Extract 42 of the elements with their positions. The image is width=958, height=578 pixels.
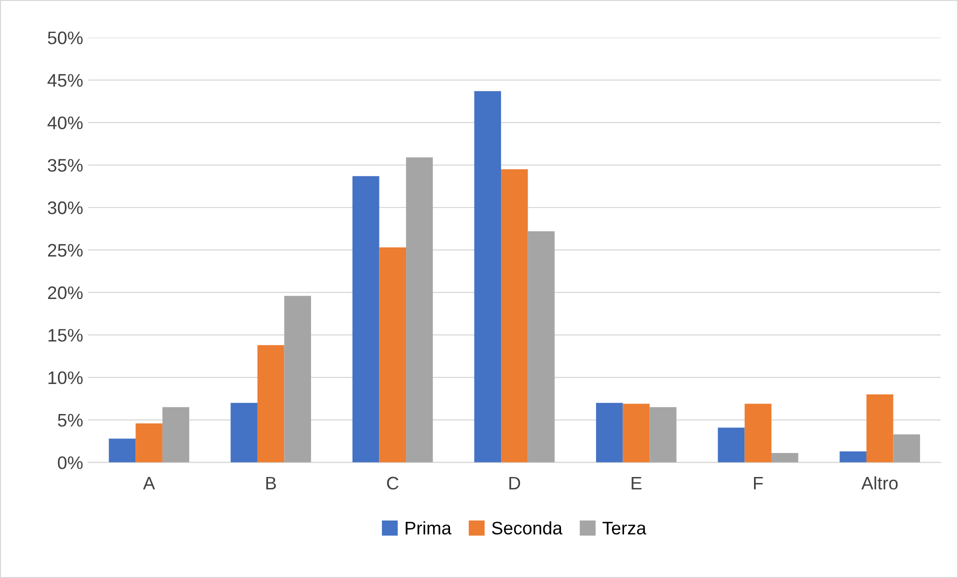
y-tick-label: 30% [48, 201, 83, 214]
x-tick-label: D [509, 476, 520, 490]
x-tick-label: B [266, 476, 276, 490]
bar [257, 345, 284, 462]
bar [650, 407, 676, 462]
x-tick-label: A [143, 476, 156, 490]
legend-label: Seconda [492, 521, 562, 534]
bar [406, 157, 433, 462]
x-tick-label: E [632, 476, 642, 490]
bar [230, 402, 258, 462]
bar [718, 428, 745, 462]
y-tick-label: 20% [48, 286, 83, 300]
bar [866, 394, 894, 462]
bar [284, 296, 312, 462]
y-tick-label: 35% [48, 158, 83, 172]
x-tick-label: C [387, 476, 398, 490]
x-tick-label: F [754, 476, 763, 490]
bar [893, 434, 920, 462]
y-tick-label: 40% [48, 116, 83, 130]
legend-label: Prima [406, 521, 452, 534]
bar [528, 231, 555, 462]
y-tick-label: 50% [48, 32, 83, 44]
bar [622, 404, 650, 462]
bar [379, 247, 406, 462]
y-tick-label: 15% [48, 328, 83, 342]
y-tick-label: 25% [48, 244, 83, 257]
x-tick-label: Altro [861, 476, 898, 490]
bar [352, 176, 380, 462]
y-tick-label: 5% [58, 414, 83, 427]
bar [136, 423, 162, 462]
bar [744, 404, 772, 462]
bar [771, 453, 798, 462]
bar [596, 402, 623, 462]
bar [162, 407, 190, 462]
bar [474, 91, 502, 462]
bar [501, 169, 528, 462]
y-tick-label: 10% [48, 371, 83, 384]
bar [840, 451, 866, 462]
y-tick-label: 0% [58, 456, 83, 470]
bar [108, 438, 136, 462]
y-tick-label: 45% [48, 74, 83, 87]
legend-label: Terza [602, 522, 646, 534]
